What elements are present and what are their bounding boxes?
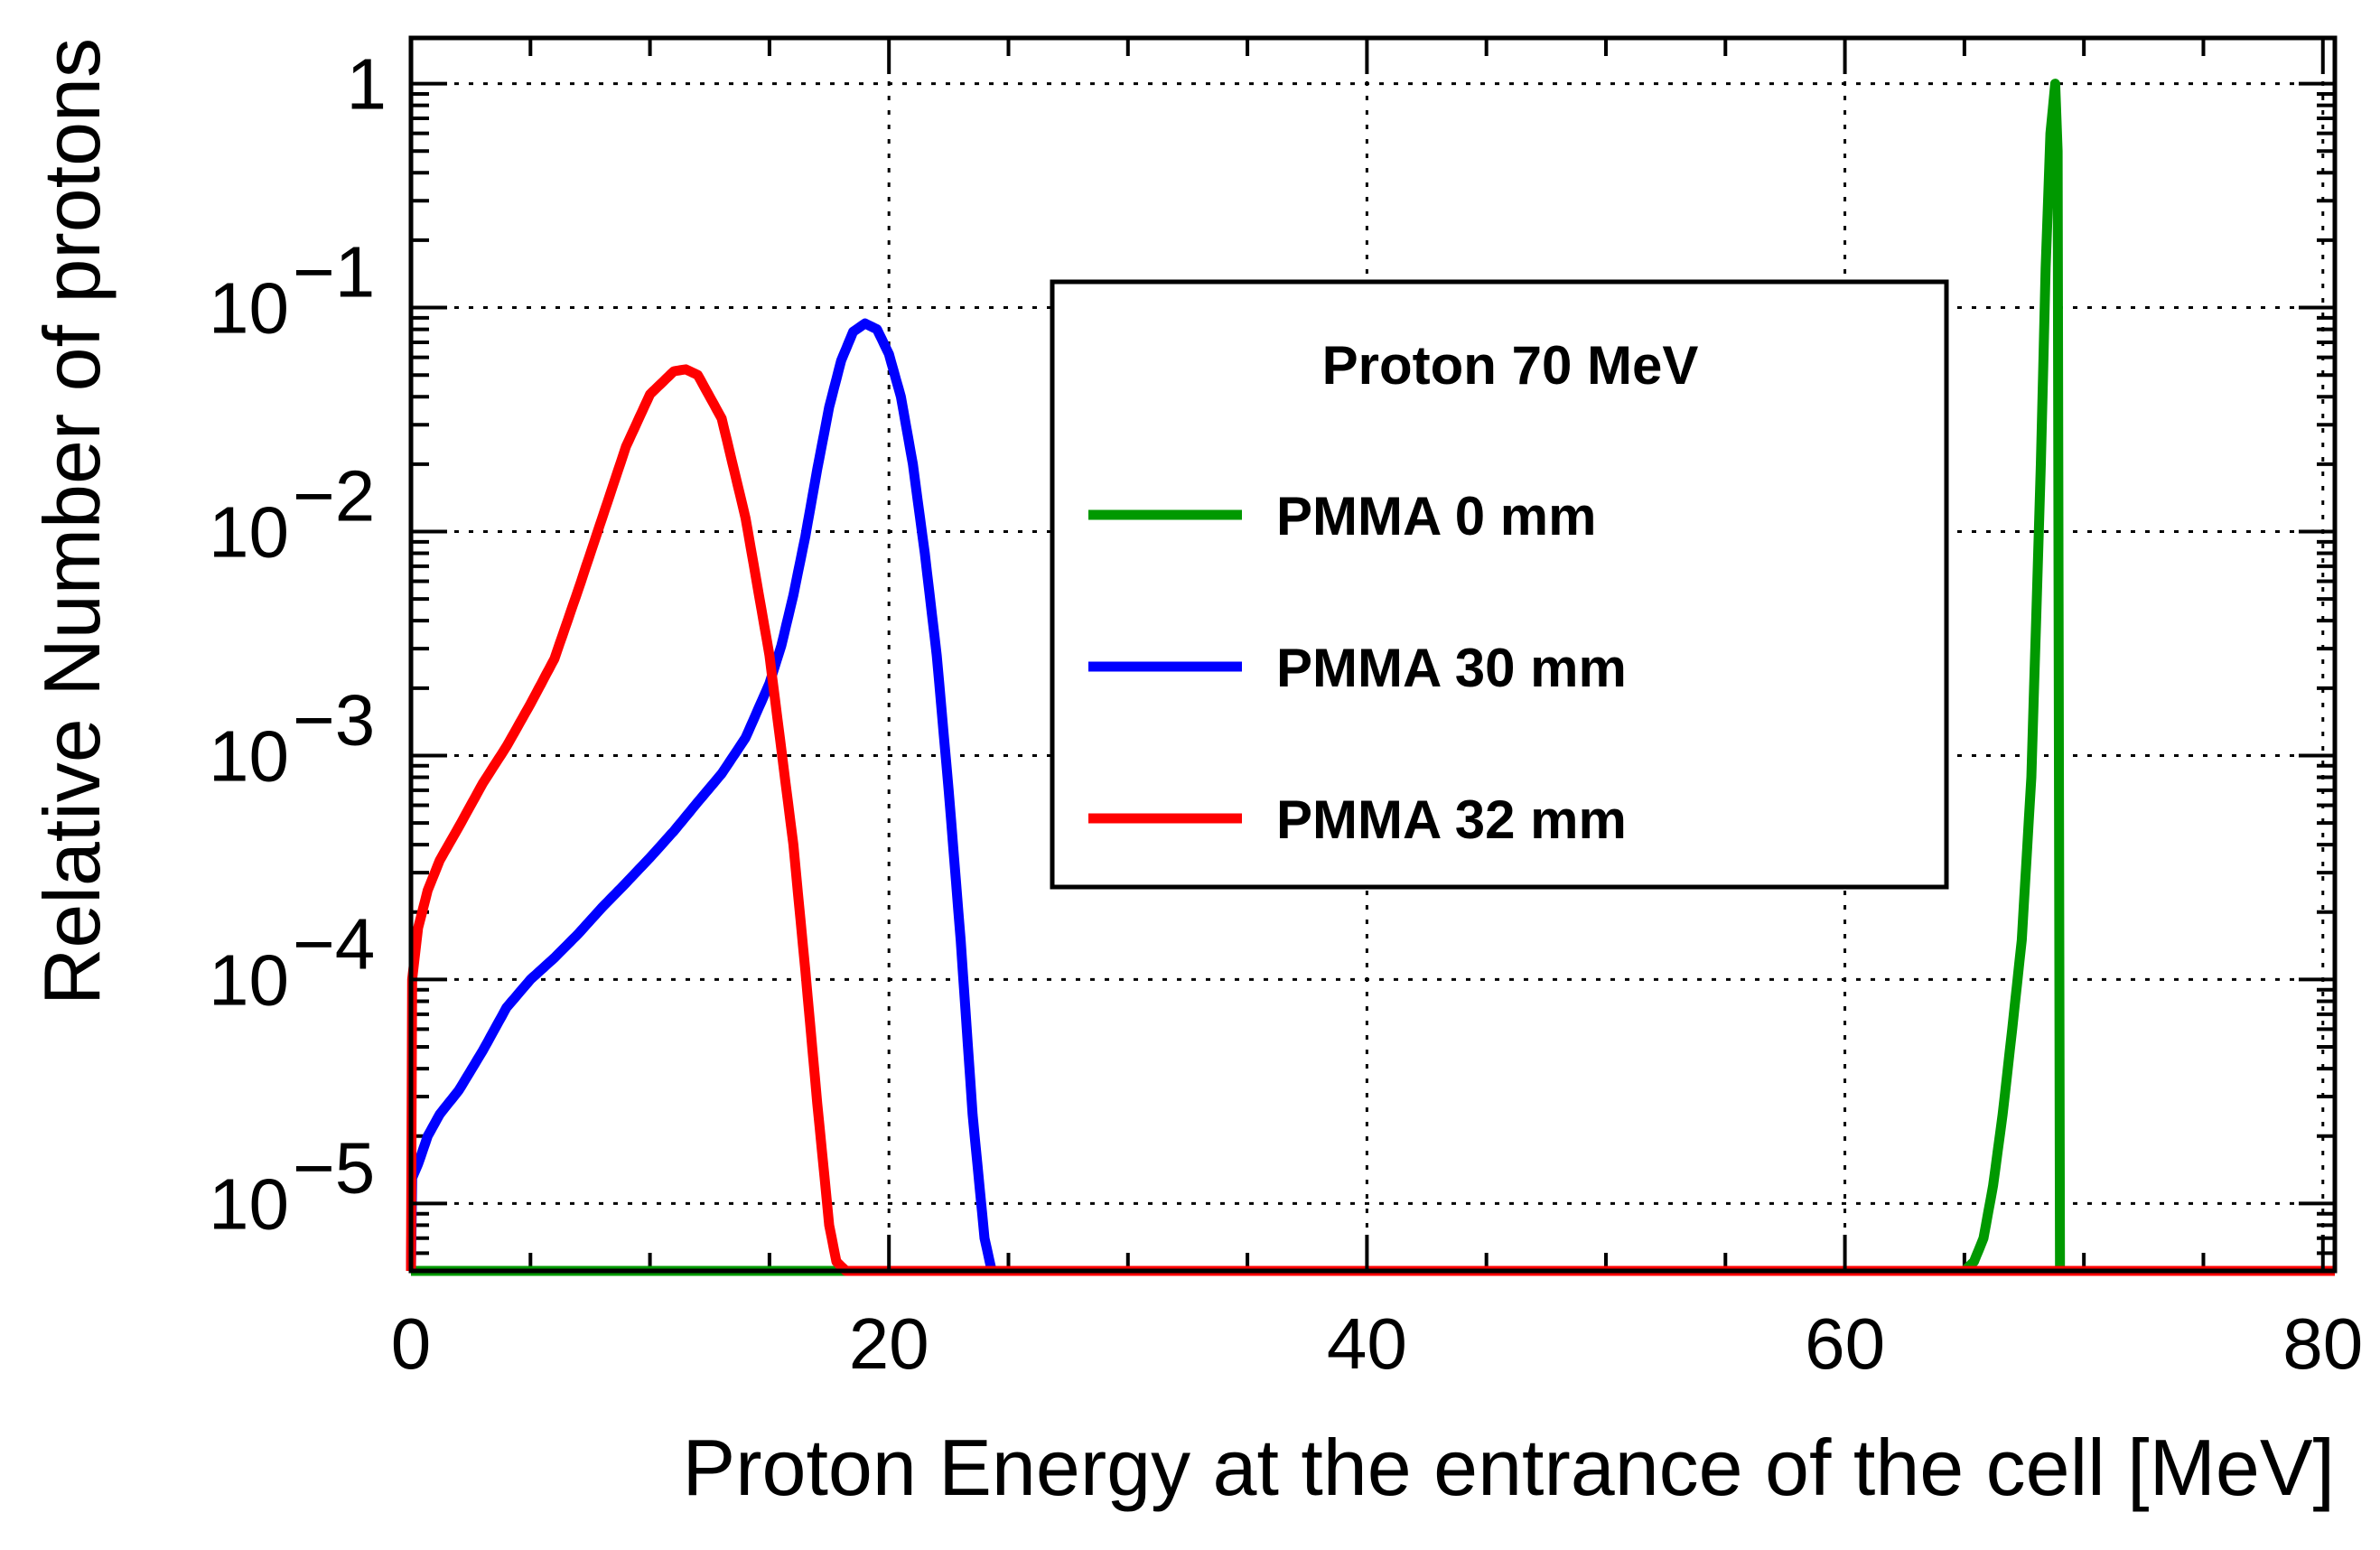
- y-tick-label-exponent: −3: [293, 679, 375, 760]
- y-tick-label: 1: [347, 44, 387, 125]
- y-tick-label: 10 −2: [209, 456, 375, 573]
- y-tick-label-exponent: −4: [293, 903, 375, 984]
- legend-box: [1050, 279, 1949, 890]
- x-tick-label: 40: [1327, 1303, 1407, 1384]
- legend-entries: PMMA 0 mm PMMA 30 mm PMMA 32 mm: [1088, 486, 1627, 850]
- y-tick-label: 10 −4: [209, 903, 375, 1020]
- y-tick-label-base: 10: [209, 939, 289, 1020]
- y-tick-label-base: 10: [209, 715, 289, 796]
- x-tick-label: 80: [2282, 1303, 2363, 1384]
- y-tick-label-exponent: −2: [293, 456, 375, 537]
- y-tick-label-base: 10: [209, 492, 289, 573]
- y-tick-label: 10 −3: [209, 679, 375, 796]
- y-tick-label-exponent: −5: [293, 1127, 375, 1208]
- y-tick-label-exponent: −1: [293, 232, 375, 313]
- x-axis-title: Proton Energy at the entrance of the cel…: [683, 1423, 2335, 1512]
- legend: Proton 70 MeV PMMA 0 mm PMMA 30 mm PMMA 32…: [1050, 279, 1949, 890]
- plot-frame: [408, 35, 2338, 1274]
- y-tick-labels: 110−110−210−310−410−5: [209, 44, 387, 1245]
- legend-label-pmma-0-mm: PMMA 0 mm: [1276, 486, 1597, 546]
- x-tick-label: 0: [391, 1303, 432, 1384]
- legend-label-pmma-32-mm: PMMA 32 mm: [1276, 789, 1627, 850]
- y-tick-label-base: 10: [209, 268, 289, 349]
- legend-title: Proton 70 MeV: [1322, 335, 1699, 396]
- y-tick-label: 10 −1: [209, 232, 375, 349]
- x-tick-label: 60: [1805, 1303, 1885, 1384]
- x-tick-labels: 0 20 40 60 80: [391, 1303, 2364, 1384]
- y-tick-label-base: 10: [209, 1163, 289, 1244]
- x-tick-label: 20: [849, 1303, 929, 1384]
- y-tick-label: 10 −5: [209, 1127, 375, 1244]
- axis-ticks: [409, 38, 2335, 1271]
- legend-label-pmma-30-mm: PMMA 30 mm: [1276, 638, 1627, 698]
- y-axis-title: Relative Number of protons: [27, 38, 117, 1005]
